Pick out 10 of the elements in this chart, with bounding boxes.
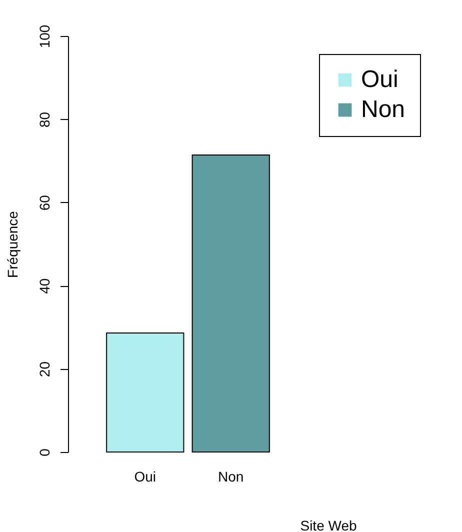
y-axis-title: Fréquence: [4, 210, 20, 278]
y-tick-label: 100: [36, 24, 52, 48]
y-tick-label: 20: [36, 361, 52, 378]
x-axis-title: Site Web: [300, 518, 357, 532]
y-tick-label: 40: [36, 278, 52, 294]
legend-label: Oui: [361, 66, 398, 93]
y-tick-label: 80: [36, 112, 52, 128]
legend-label: Non: [361, 96, 406, 123]
y-tick-label: 0: [36, 448, 52, 456]
y-tick-label: 60: [36, 194, 52, 211]
